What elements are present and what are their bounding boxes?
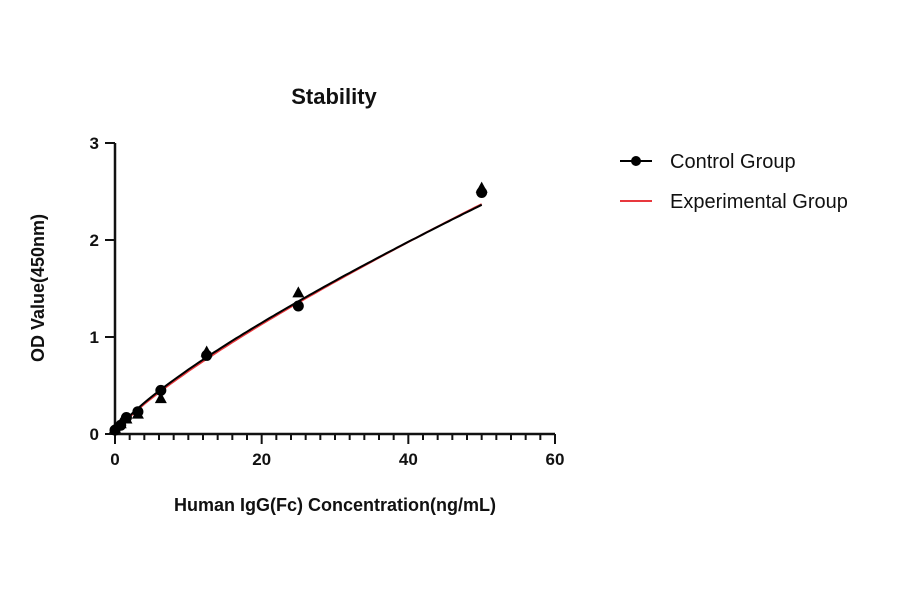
fit-curve-control-group	[114, 203, 483, 431]
experimental-point	[200, 345, 213, 357]
y-tick-label: 2	[90, 231, 99, 250]
experimental-point	[154, 392, 167, 404]
legend-marker	[631, 156, 641, 166]
x-tick-label: 20	[252, 450, 271, 469]
x-tick-label: 0	[110, 450, 119, 469]
experimental-point	[114, 417, 127, 429]
control-point	[292, 300, 304, 312]
chart-title: Stability	[291, 84, 377, 109]
experimental-point	[475, 181, 488, 193]
y-tick-label: 3	[90, 134, 99, 153]
fit-curve-experimental-group	[114, 203, 483, 431]
legend-label: Experimental Group	[670, 191, 848, 213]
experimental-point	[131, 407, 144, 419]
x-tick-label: 40	[399, 450, 418, 469]
experimental-point	[292, 286, 305, 298]
x-tick-label: 60	[546, 450, 565, 469]
experimental-point	[120, 412, 133, 424]
y-axis-label: OD Value(450nm)	[28, 214, 48, 362]
legend-label: Control Group	[670, 151, 796, 173]
y-tick-label: 0	[90, 425, 99, 444]
x-axis-label: Human IgG(Fc) Concentration(ng/mL)	[174, 495, 496, 515]
control-point	[155, 384, 167, 396]
experimental-point	[109, 422, 121, 434]
y-tick-label: 1	[90, 328, 99, 347]
